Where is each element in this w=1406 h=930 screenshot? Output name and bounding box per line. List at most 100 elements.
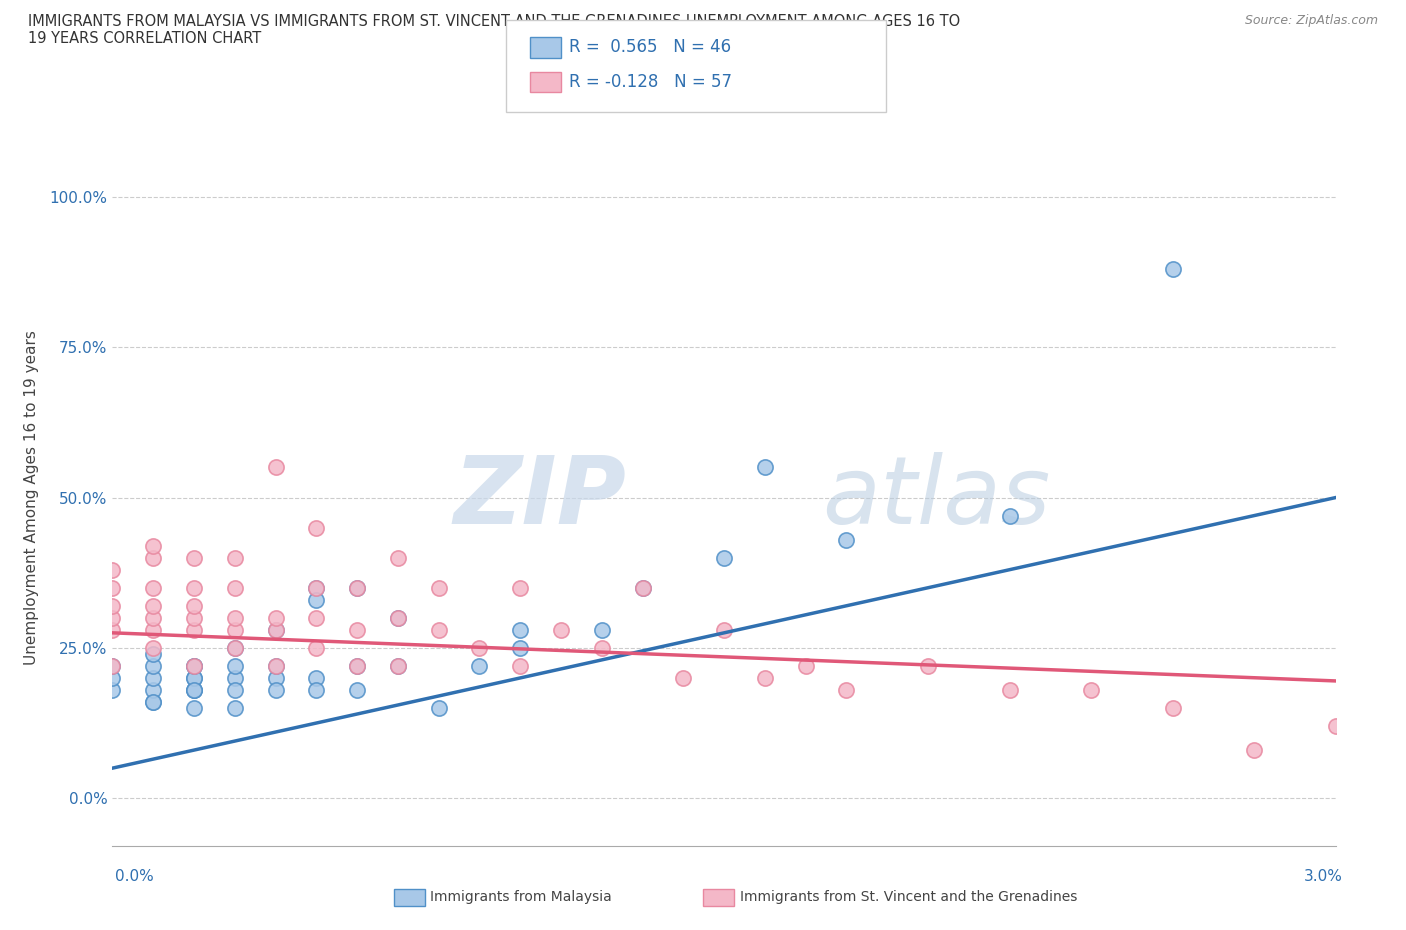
Point (183, 671, 205, 685)
Point (142, 580, 165, 595)
Point (264, 622, 287, 637)
Point (305, 592, 328, 607)
Point (917, 658, 939, 673)
Point (998, 683, 1021, 698)
Point (183, 658, 205, 673)
Point (183, 683, 205, 698)
Point (183, 580, 205, 595)
Point (713, 622, 735, 637)
Point (224, 700, 246, 715)
Point (1324, 719, 1347, 734)
Point (142, 610, 165, 625)
Point (183, 658, 205, 673)
Point (224, 622, 246, 637)
Point (591, 622, 613, 637)
Point (387, 610, 409, 625)
Point (264, 460, 287, 475)
Point (305, 671, 328, 685)
Point (835, 683, 858, 698)
Point (101, 683, 124, 698)
Point (183, 683, 205, 698)
Point (509, 658, 531, 673)
Point (1243, 743, 1265, 758)
Point (101, 671, 124, 685)
Point (142, 658, 165, 673)
Point (631, 580, 654, 595)
Point (264, 622, 287, 637)
Point (509, 641, 531, 656)
Point (387, 658, 409, 673)
Text: Immigrants from Malaysia: Immigrants from Malaysia (430, 890, 612, 905)
Point (346, 658, 368, 673)
Point (591, 641, 613, 656)
Point (224, 658, 246, 673)
Point (101, 622, 124, 637)
Point (101, 610, 124, 625)
Point (101, 563, 124, 578)
Point (142, 683, 165, 698)
Point (224, 641, 246, 656)
Point (305, 580, 328, 595)
Point (142, 641, 165, 656)
Point (142, 671, 165, 685)
Point (305, 580, 328, 595)
Point (1161, 261, 1184, 276)
Point (101, 580, 124, 595)
Text: R =  0.565   N = 46: R = 0.565 N = 46 (569, 38, 731, 57)
Point (142, 622, 165, 637)
Point (509, 580, 531, 595)
Text: 0.0%: 0.0% (115, 869, 155, 883)
Point (142, 598, 165, 613)
Point (427, 580, 450, 595)
Point (224, 641, 246, 656)
Point (142, 538, 165, 553)
Point (998, 508, 1021, 523)
Point (264, 610, 287, 625)
Point (713, 551, 735, 565)
Point (224, 610, 246, 625)
Text: 19 YEARS CORRELATION CHART: 19 YEARS CORRELATION CHART (28, 31, 262, 46)
Text: ZIP: ZIP (453, 452, 626, 543)
Point (346, 580, 368, 595)
Point (142, 695, 165, 710)
Point (631, 580, 654, 595)
Point (224, 580, 246, 595)
Text: 3.0%: 3.0% (1303, 869, 1343, 883)
Point (387, 551, 409, 565)
Point (305, 641, 328, 656)
Text: R = -0.128   N = 57: R = -0.128 N = 57 (569, 73, 733, 91)
Point (346, 622, 368, 637)
Point (1080, 683, 1102, 698)
Point (142, 695, 165, 710)
Point (468, 658, 491, 673)
Text: IMMIGRANTS FROM MALAYSIA VS IMMIGRANTS FROM ST. VINCENT AND THE GRENADINES UNEMP: IMMIGRANTS FROM MALAYSIA VS IMMIGRANTS F… (28, 14, 960, 29)
Point (183, 700, 205, 715)
Point (550, 622, 572, 637)
Point (183, 598, 205, 613)
Point (224, 683, 246, 698)
Point (427, 700, 450, 715)
Point (427, 622, 450, 637)
Point (101, 598, 124, 613)
Point (305, 683, 328, 698)
Point (264, 671, 287, 685)
Point (387, 658, 409, 673)
Point (509, 622, 531, 637)
Point (142, 646, 165, 661)
Point (305, 520, 328, 535)
Point (142, 551, 165, 565)
Y-axis label: Unemployment Among Ages 16 to 19 years: Unemployment Among Ages 16 to 19 years (24, 330, 38, 665)
Text: Immigrants from St. Vincent and the Grenadines: Immigrants from St. Vincent and the Gren… (740, 890, 1077, 905)
Point (264, 658, 287, 673)
Point (1161, 700, 1184, 715)
Point (305, 610, 328, 625)
Point (387, 610, 409, 625)
Point (101, 658, 124, 673)
Point (468, 641, 491, 656)
Point (183, 683, 205, 698)
Point (183, 551, 205, 565)
Text: atlas: atlas (823, 452, 1050, 543)
Point (101, 658, 124, 673)
Point (835, 532, 858, 547)
Point (183, 658, 205, 673)
